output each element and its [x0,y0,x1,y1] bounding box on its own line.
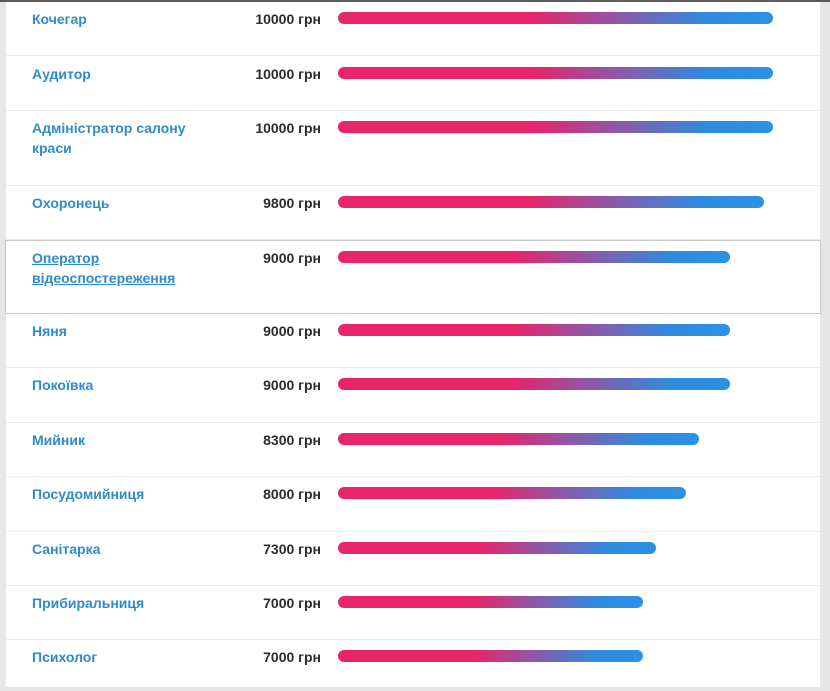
salary-value-label: 10000 грн [255,66,321,82]
table-row: Оператор відеоспостереження 9000 грн [5,240,821,314]
salary-bar [338,196,764,208]
salary-value-label: 7000 грн [263,649,321,665]
table-row: Психолог 7000 грн [6,640,820,687]
salary-value-label: 9000 грн [263,377,321,393]
salary-value-label: 10000 грн [255,11,321,27]
job-title-link[interactable]: Прибиральниця [32,595,145,611]
table-row: Мийник 8300 грн [6,423,820,477]
table-row: Адміністратор салону краси 10000 грн [6,111,820,186]
table-row: Покоївка 9000 грн [6,368,820,423]
table-row: Прибиральниця 7000 грн [6,586,820,640]
table-row: Няня 9000 грн [6,314,820,368]
table-row: Аудитор 10000 грн [6,57,820,111]
job-title-link[interactable]: Няня [32,323,67,339]
salary-chart-panel: Кочегар 10000 грн Аудитор 10000 грн Адмініст… [5,2,821,687]
job-title-link[interactable]: Оператор відеоспостереження [32,250,176,286]
table-row: Кочегар 10000 грн [6,2,820,56]
salary-bar [338,433,699,445]
job-title-link[interactable]: Посудомийниця [32,486,145,502]
salary-value-label: 7000 грн [263,595,321,611]
salary-bar [338,121,773,133]
job-title-link[interactable]: Аудитор [32,66,91,82]
salary-bar [338,67,773,79]
job-title-link[interactable]: Психолог [32,649,98,665]
table-row: Охоронець 9800 грн [6,186,820,240]
salary-value-label: 9000 грн [263,323,321,339]
salary-bar [338,487,686,499]
salary-bar [338,650,643,662]
salary-bar [338,251,730,263]
job-title-link[interactable]: Покоївка [32,377,94,393]
job-title-link[interactable]: Санітарка [32,541,101,557]
top-border [0,0,830,2]
job-title-link[interactable]: Кочегар [32,11,87,27]
table-row: Санітарка 7300 грн [6,532,820,586]
salary-value-label: 8000 грн [263,486,321,502]
salary-value-label: 9000 грн [263,250,321,266]
salary-bar [338,596,643,608]
job-title-link[interactable]: Охоронець [32,195,110,211]
salary-bar [338,542,656,554]
salary-value-label: 9800 грн [263,195,321,211]
table-row: Посудомийниця 8000 грн [6,477,820,532]
salary-value-label: 8300 грн [263,432,321,448]
salary-value-label: 10000 грн [255,120,321,136]
job-title-link[interactable]: Адміністратор салону краси [32,120,186,156]
salary-value-label: 7300 грн [263,541,321,557]
salary-bar [338,324,730,336]
salary-bar [338,12,773,24]
job-title-link[interactable]: Мийник [32,432,85,448]
salary-bar [338,378,730,390]
